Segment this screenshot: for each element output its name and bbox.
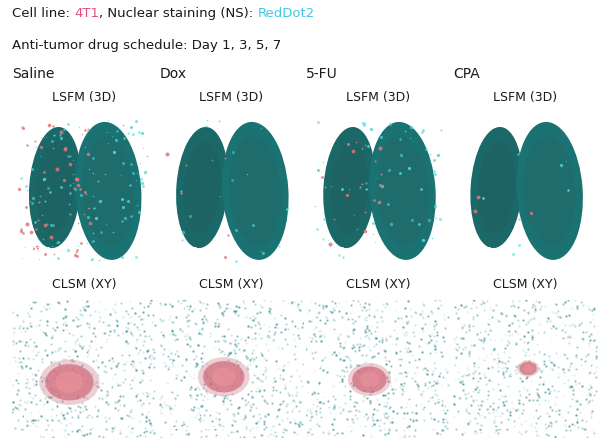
Text: LSFM (3D): LSFM (3D) [346, 91, 410, 104]
Ellipse shape [352, 366, 386, 393]
Text: Dox: Dox [159, 67, 186, 81]
Text: Saline: Saline [12, 67, 55, 81]
Ellipse shape [359, 372, 380, 387]
Text: CLSM (XY): CLSM (XY) [199, 278, 263, 291]
Text: 2 mm: 2 mm [462, 245, 492, 255]
Ellipse shape [75, 122, 142, 260]
Text: LSFM (3D): LSFM (3D) [199, 91, 263, 104]
Ellipse shape [212, 368, 236, 386]
Ellipse shape [176, 127, 229, 248]
Text: 100 μm: 100 μm [462, 411, 502, 421]
Text: , Nuclear staining (NS):: , Nuclear staining (NS): [99, 7, 257, 20]
Ellipse shape [203, 361, 244, 392]
Ellipse shape [29, 127, 81, 248]
Ellipse shape [331, 141, 368, 234]
Text: 100 μm: 100 μm [315, 411, 355, 421]
Ellipse shape [36, 141, 74, 234]
Text: RedDot2: RedDot2 [257, 7, 315, 20]
Text: CLSM (XY): CLSM (XY) [493, 278, 557, 291]
Ellipse shape [376, 136, 428, 246]
Ellipse shape [222, 122, 289, 260]
Ellipse shape [184, 141, 221, 234]
Text: 100 μm: 100 μm [20, 411, 60, 421]
Text: CPA: CPA [454, 67, 480, 81]
Text: CLSM (XY): CLSM (XY) [52, 278, 116, 291]
Text: 4T1: 4T1 [74, 7, 99, 20]
Ellipse shape [524, 136, 575, 246]
Text: 2 mm: 2 mm [20, 245, 51, 255]
Ellipse shape [323, 127, 376, 248]
Ellipse shape [520, 362, 537, 375]
Ellipse shape [369, 122, 436, 260]
Text: 100 μm: 100 μm [168, 411, 208, 421]
Ellipse shape [523, 365, 533, 373]
Text: Cell line:: Cell line: [12, 7, 74, 20]
Text: Anti-tumor drug schedule: Day 1, 3, 5, 7: Anti-tumor drug schedule: Day 1, 3, 5, 7 [12, 39, 281, 52]
Text: 2 mm: 2 mm [168, 245, 198, 255]
Ellipse shape [470, 127, 523, 248]
Ellipse shape [39, 360, 100, 405]
Text: 2 mm: 2 mm [315, 245, 345, 255]
Ellipse shape [348, 363, 391, 396]
Ellipse shape [46, 364, 94, 400]
Ellipse shape [55, 372, 83, 393]
Ellipse shape [517, 122, 583, 260]
Text: LSFM (3D): LSFM (3D) [52, 91, 116, 104]
Text: LSFM (3D): LSFM (3D) [493, 91, 557, 104]
Ellipse shape [517, 360, 539, 377]
Text: CLSM (XY): CLSM (XY) [346, 278, 410, 291]
Text: 5-FU: 5-FU [306, 67, 338, 81]
Ellipse shape [478, 141, 515, 234]
Ellipse shape [198, 357, 250, 396]
Ellipse shape [82, 136, 134, 246]
Ellipse shape [229, 136, 281, 246]
